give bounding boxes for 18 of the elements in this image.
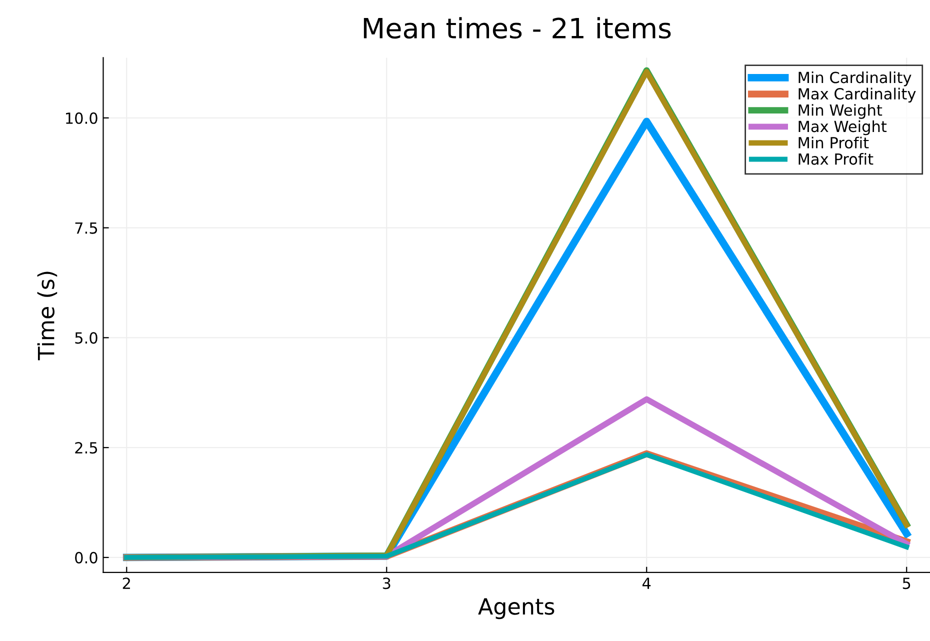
x-tick-label: 2 [122, 578, 130, 589]
legend-label: Min Cardinality [798, 71, 912, 86]
legend-label: Max Cardinality [798, 88, 916, 103]
chart-title: Mean times - 21 items [364, 17, 671, 39]
y-tick-label: 7.5 [75, 222, 98, 234]
legend-label: Max Weight [798, 120, 887, 136]
x-tick-label: 4 [642, 578, 651, 589]
y-tick-label: 0.0 [75, 552, 98, 564]
x-tick-label: 5 [902, 578, 910, 590]
legend-label: Min Profit [798, 136, 869, 149]
x-tick-label: 3 [382, 578, 390, 590]
legend-label: Max Profit [798, 153, 874, 165]
legend-label: Min Weight [798, 104, 882, 119]
y-tick-label: 2.5 [75, 442, 98, 454]
y-tick-label: 10.0 [66, 112, 98, 124]
x-axis-title: Agents [478, 598, 554, 620]
y-axis-title: Time (s) [37, 272, 58, 360]
y-tick-label: 5.0 [75, 332, 98, 344]
